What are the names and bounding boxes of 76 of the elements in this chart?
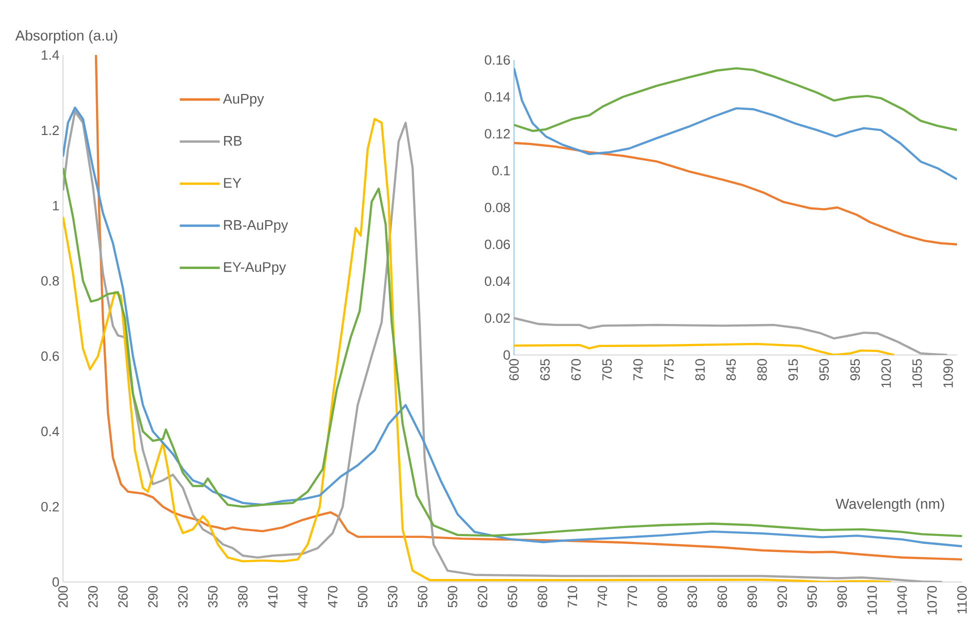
line-series: [514, 67, 958, 132]
x-tick-label: 500: [358, 586, 368, 608]
x-tick-label: 985: [850, 359, 860, 380]
x-tick-label: 950: [819, 359, 829, 380]
line-series: [514, 317, 948, 355]
y-tick-label: 0.8: [41, 276, 59, 286]
y-tick-label: 0: [52, 577, 59, 587]
y-tick-label: 0.12: [484, 128, 510, 138]
x-tick-label: 410: [268, 586, 278, 608]
x-tick-label: 770: [628, 586, 638, 608]
y-tick-label: 1.2: [42, 126, 59, 135]
x-tick-label: 810: [695, 359, 705, 380]
y-tick-label: 0.2: [41, 502, 59, 512]
x-tick-label: 320: [178, 586, 188, 608]
legend-label: RB-AuPpy: [224, 220, 288, 233]
legend-label: EY-AuPpy: [224, 262, 286, 275]
y-tick-label: 0.14: [484, 92, 510, 102]
x-tick-label: 1070: [927, 586, 937, 614]
x-tick-label: 200: [58, 586, 68, 608]
x-tick-label: 705: [602, 359, 612, 380]
y-tick-label: 0: [504, 350, 510, 360]
y-tick-label: 0.16: [484, 55, 510, 65]
x-tick-label: 635: [540, 359, 550, 380]
line-series: [514, 67, 958, 180]
x-tick-label: 1090: [943, 359, 953, 388]
x-tick-label: 440: [298, 586, 308, 608]
x-tick-label: 1010: [867, 586, 877, 614]
y-tick-label: 0.06: [484, 240, 510, 250]
x-tick-label: 290: [148, 586, 158, 608]
x-tick-label: 530: [388, 586, 398, 608]
x-tick-label: 920: [777, 586, 787, 608]
y-tick-label: 0.1: [492, 166, 510, 176]
x-axis-title: Wavelength (nm): [836, 498, 944, 512]
line-series: [514, 342, 896, 355]
x-tick-label: 600: [509, 359, 519, 380]
y-tick-label: 0.4: [41, 426, 60, 436]
x-tick-label: 915: [788, 359, 798, 380]
x-tick-label: 950: [807, 586, 817, 608]
x-tick-label: 860: [718, 586, 728, 608]
legend-label: RB: [224, 136, 242, 146]
x-tick-label: 650: [508, 586, 518, 608]
legend-label: EY: [224, 178, 242, 188]
y-tick-label: 0.08: [484, 202, 510, 212]
line-series: [514, 142, 958, 246]
y-tick-label: 0.02: [484, 313, 510, 323]
x-tick-label: 1100: [957, 586, 967, 614]
x-tick-label: 775: [664, 359, 674, 380]
x-tick-label: 880: [757, 359, 767, 380]
x-tick-label: 830: [688, 586, 698, 608]
x-tick-label: 680: [538, 586, 548, 608]
x-tick-label: 350: [208, 586, 218, 608]
y-tick-label: 0.6: [41, 351, 59, 361]
x-tick-label: 1020: [881, 359, 891, 388]
y-axis-title: Absorption (a.u): [15, 30, 118, 44]
x-tick-label: 620: [478, 586, 488, 608]
x-tick-label: 710: [568, 586, 578, 608]
x-tick-label: 470: [328, 586, 338, 608]
line-series: [63, 166, 962, 538]
x-tick-label: 890: [747, 586, 757, 608]
y-tick-label: 1.4: [42, 50, 60, 60]
x-tick-label: 800: [658, 586, 668, 608]
y-tick-label: 1: [53, 200, 59, 210]
x-tick-label: 980: [837, 586, 847, 608]
x-tick-label: 1055: [912, 359, 922, 388]
x-tick-label: 260: [118, 586, 128, 608]
x-tick-label: 230: [88, 586, 98, 608]
x-tick-label: 380: [238, 586, 248, 608]
x-tick-label: 670: [571, 359, 581, 380]
x-tick-label: 1040: [897, 586, 907, 614]
x-tick-label: 740: [598, 586, 608, 608]
legend-label: AuPpy: [222, 94, 264, 106]
x-tick-label: 740: [633, 359, 643, 380]
x-tick-label: 590: [448, 586, 458, 608]
x-tick-label: 560: [418, 586, 428, 608]
x-tick-label: 845: [726, 359, 736, 380]
y-tick-label: 0.04: [484, 276, 510, 286]
